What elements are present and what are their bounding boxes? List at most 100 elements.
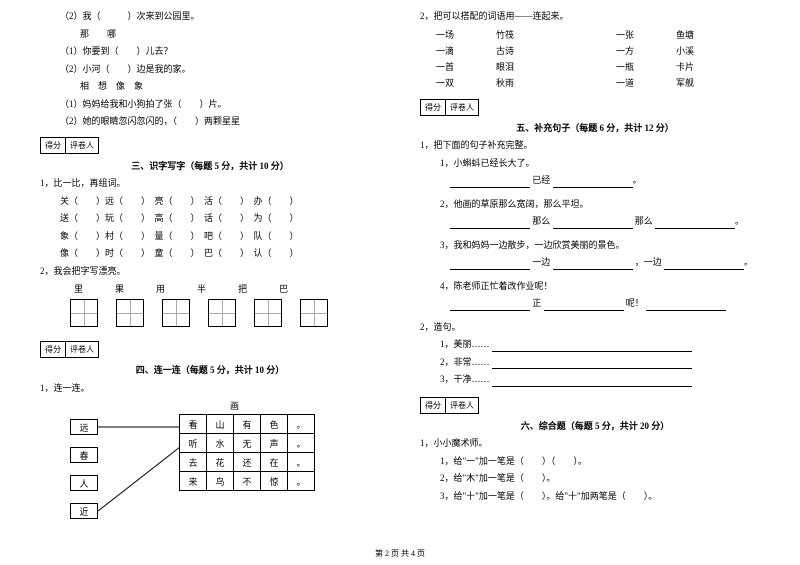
match-cell: 去 [179, 452, 207, 472]
collocation-cell [556, 76, 616, 89]
match-row: 听水无声。 [180, 434, 315, 453]
section-5-title: 五、补充句子（每题 6 分，共计 12 分） [420, 122, 770, 136]
blank-line [450, 219, 530, 229]
sub-q2: （2）小河（ ）边是我的家。 [40, 63, 380, 77]
grader-label: 评卷人 [66, 342, 98, 357]
page-footer: 第 2 页 共 4 页 [0, 548, 800, 559]
make-sentence-row: 3，干净…… [420, 373, 770, 387]
fill-word: 正 [530, 298, 544, 308]
collocation-cell: 军舰 [676, 76, 736, 89]
collocation-row: 一双秋雨一道军舰 [436, 76, 770, 89]
sec5-item: 已经 。 [420, 174, 770, 188]
collocation-cell: 一张 [616, 28, 676, 41]
sec6-q1: 1，小小魔术师。 [420, 437, 770, 451]
collocation-cell [556, 28, 616, 41]
blank-line [553, 219, 633, 229]
sec4-q1: 1，连一连。 [40, 382, 380, 396]
match-row: 去花还在。 [180, 453, 315, 472]
sec6-item: 2，给"木"加一笔是（ ）。 [420, 472, 770, 486]
word-pair-row: 送（ ）玩（ ） 高（ ） 话（ ） 为（ ） [40, 212, 380, 226]
match-cell: 声 [260, 433, 288, 453]
sec6-item: 1，给"一"加一笔是（ ）（ ）。 [420, 455, 770, 469]
score-label: 得分 [41, 138, 66, 153]
sec5-item: 那么 那么 。 [420, 215, 770, 229]
sec5-q1: 1，把下面的句子补充完整。 [420, 139, 770, 153]
match-cell: 山 [206, 414, 234, 434]
collocation-cell: 卡片 [676, 60, 736, 73]
char-label: 里 [74, 282, 83, 295]
section-6-title: 六、综合题（每题 5 分，共计 20 分） [420, 420, 770, 434]
match-lines [98, 419, 180, 539]
tian-box [300, 299, 328, 327]
match-cell: 不 [233, 471, 261, 491]
match-left-item: 人 [70, 475, 98, 491]
sub-q1: （1）你要到（ ）儿去？ [40, 45, 380, 59]
section-3-title: 三、识字写字（每题 5 分，共计 10 分） [40, 160, 380, 174]
match-cell: 有 [233, 414, 261, 434]
score-box: 得分 评卷人 [40, 137, 99, 154]
collocation-row: 一首眼泪一瓶卡片 [436, 60, 770, 73]
match-cell: 。 [287, 433, 315, 453]
match-area: 画 远春人近 看山有色。听水无声。去花还在。来鸟不惊。 [70, 401, 380, 551]
blank-line [450, 260, 530, 270]
match-cell: 无 [233, 433, 261, 453]
make-sentence-row: 2，非常…… [420, 356, 770, 370]
sec6-items: 1，给"一"加一笔是（ ）（ ）。2，给"木"加一笔是（ ）。3，给"十"加一笔… [420, 455, 770, 504]
score-box: 得分 评卷人 [420, 397, 479, 414]
section-4-header: 得分 评卷人 [40, 341, 380, 358]
collocation-cell: 眼泪 [496, 60, 556, 73]
sec5-make-sentences: 1，美丽…… 2，非常…… 3，干净…… [420, 338, 770, 387]
grader-label: 评卷人 [66, 138, 98, 153]
question-2: （2）我（ ）次来到公园里。 [40, 10, 380, 24]
match-left-item: 春 [70, 447, 98, 463]
blank-line [544, 301, 624, 311]
blank-line [492, 359, 692, 369]
sec5-item: 正 呢！ [420, 297, 770, 311]
blank-line [646, 301, 726, 311]
options: 那 哪 [40, 28, 380, 42]
match-cell: 惊 [260, 471, 288, 491]
section-4-title: 四、连一连（每题 5 分，共计 10 分） [40, 364, 380, 378]
match-cell: 看 [179, 414, 207, 434]
match-cell: 。 [287, 414, 315, 434]
fill-word: ，一边 [633, 257, 665, 267]
blank-line [450, 301, 530, 311]
score-label: 得分 [421, 100, 446, 115]
collocation-row: 一场竹筏一张鱼塘 [436, 28, 770, 41]
collocation-cell: 一双 [436, 76, 496, 89]
match-cell: 来 [179, 471, 207, 491]
match-cell: 在 [260, 452, 288, 472]
match-row: 看山有色。 [180, 415, 315, 434]
options-2: 相 想 像 象 [40, 80, 380, 94]
section-5-header: 得分 评卷人 [420, 99, 770, 116]
blank-line [492, 377, 692, 387]
fill-word: 已经 [530, 175, 553, 185]
collocation-cell: 一方 [616, 44, 676, 57]
char-label: 半 [197, 282, 206, 295]
section-6-header: 得分 评卷人 [420, 397, 770, 414]
blank-line [492, 342, 692, 352]
match-row: 来鸟不惊。 [180, 472, 315, 491]
collocation-cell: 一道 [616, 76, 676, 89]
sec5-item: 一边 ，一边 。 [420, 256, 770, 270]
blank-line [664, 260, 744, 270]
match-cell: 。 [287, 471, 315, 491]
sec4-q2: 2，把可以搭配的词语用——连起来。 [420, 10, 770, 24]
match-cell: 。 [287, 452, 315, 472]
match-left-col: 远春人近 [70, 419, 98, 519]
sec5-item: 4，陈老师正忙着改作业呢！ [420, 280, 770, 294]
sec5-item: 3，我和妈妈一边散步，一边欣赏美丽的景色。 [420, 239, 770, 253]
tian-box [116, 299, 144, 327]
blank-line [655, 219, 735, 229]
match-left-item: 近 [70, 503, 98, 519]
char-label: 把 [238, 282, 247, 295]
collocation-cell [556, 60, 616, 73]
tian-box [70, 299, 98, 327]
fill-word: 那么 [633, 216, 656, 226]
grader-label: 评卷人 [446, 100, 478, 115]
collocation-cell [556, 44, 616, 57]
char-labels: 里果用半把巴 [74, 282, 380, 295]
match-left-item: 远 [70, 419, 98, 435]
collocation-cell: 竹筏 [496, 28, 556, 41]
fill-word: 一边 [530, 257, 553, 267]
